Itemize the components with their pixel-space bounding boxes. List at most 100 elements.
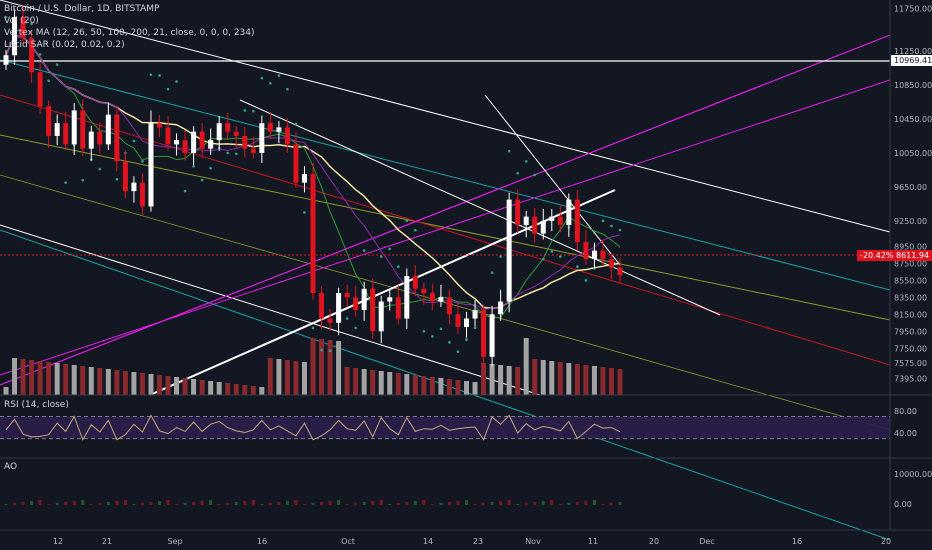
ao-bar [260,504,264,505]
ao-bar [268,503,272,505]
volume-bar [12,358,18,395]
ao-bar [72,501,76,505]
x-tick-label: Oct [341,537,355,546]
candle-body [242,135,248,149]
volume-bar [157,375,162,395]
sar-dot [183,189,187,193]
volume-bar [344,367,350,395]
candle-body [429,293,435,302]
ao-bar [405,502,409,505]
candle-body [515,199,521,226]
sar-dot [200,178,204,182]
candle-body [46,106,52,136]
sar-dot [516,171,519,175]
rsi-line [5,414,621,441]
ao-bar [345,504,349,505]
candle-body [344,293,350,298]
candle-body [404,276,410,319]
y-tick-label: 8950.00 [894,242,927,251]
sar-dot [141,160,144,163]
sar-dot [456,350,460,353]
teal-channel-upper [0,59,891,291]
sar-dot [64,181,67,184]
candle-body [157,123,162,128]
sar-dot [149,73,153,77]
volume-bar [233,384,239,395]
volume-bar [455,380,461,395]
ao-bar [234,502,238,505]
ao-bar [465,500,468,505]
candle-body [293,144,299,183]
volume-bar [20,359,26,395]
candle-body [523,216,529,226]
ao-bar [285,501,289,505]
sar-dot [175,80,178,83]
last-price-tag: 8611.94 [893,250,932,261]
volume-bar [361,369,367,395]
ao-bar [473,504,477,505]
sar-dot [243,109,247,112]
candle-body [327,318,333,323]
ao-bar [166,500,170,505]
candle-body [276,127,282,132]
candle-body [182,140,188,153]
ao-bar [64,502,68,505]
ao-bar [294,500,298,505]
volume-bar [378,371,384,395]
candle-body [122,161,128,192]
y-tick-label: 11750.00 [894,4,932,13]
ao-bar [277,502,281,505]
volume-bar [310,338,316,395]
ao-bar [447,502,451,505]
volume-bar [54,363,60,395]
y-tick-label: 10050.00 [894,149,932,158]
candle-body [455,314,461,328]
sar-dot [618,228,622,232]
rsi-tick-label: 80.00 [894,407,917,416]
sar-dot [277,74,281,77]
ao-bar [140,503,144,505]
legend-lucid-sar: Lucid SAR (0.02, 0.02, 0.2) [4,40,125,50]
volume-bar [583,365,589,395]
y-tick-label: 9650.00 [894,183,927,192]
volume-bar [174,377,180,395]
candle-body [63,123,69,145]
sar-dot [98,167,102,171]
sar-dot [379,255,383,258]
ao-bar [320,502,324,505]
candle-body [71,110,77,145]
volume-bar [182,378,188,395]
legend-title: Bitcoin / U.S. Dollar, 1D, BITSTAMP [4,4,160,14]
sar-dot [4,15,8,19]
volume-bar [412,375,418,395]
sar-dot [158,74,161,77]
sar-dot [414,228,417,232]
x-tick-label: Nov [525,537,541,546]
candle-body [216,123,222,141]
volume-bar [165,376,171,395]
y-tick-label: 8550.00 [894,276,927,285]
candle-body [250,148,256,153]
ao-bar [4,504,8,505]
candle-body [37,72,43,107]
ao-bar [328,501,332,505]
candle-body [412,276,418,289]
sar-dot [260,76,264,80]
ao-bar [175,504,179,505]
candle-body [191,131,197,153]
candle-body [259,123,265,153]
sar-dot [499,255,502,258]
y-tick-label: 7950.00 [894,327,927,336]
ao-bar [584,501,588,505]
candle-body [608,259,614,268]
ao-bar [567,503,571,505]
sar-dot [226,151,230,155]
legend-volume: Vol (20) [4,16,39,26]
ao-bar [516,504,520,505]
sar-dot [132,139,136,143]
ao-bar [132,504,136,505]
candle-body [549,216,555,221]
candle-body [540,220,546,234]
candle-body [54,123,60,136]
